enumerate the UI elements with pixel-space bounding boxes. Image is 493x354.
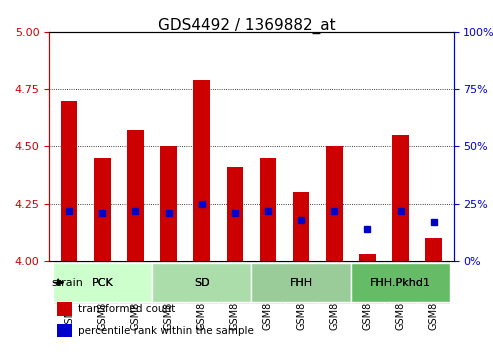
- Text: FHH: FHH: [289, 278, 313, 287]
- FancyBboxPatch shape: [351, 259, 384, 306]
- Bar: [61, 101, 77, 261]
- FancyBboxPatch shape: [251, 263, 351, 302]
- FancyBboxPatch shape: [152, 263, 251, 302]
- Bar: [392, 135, 409, 261]
- FancyBboxPatch shape: [86, 259, 119, 306]
- Text: FHH.Pkhd1: FHH.Pkhd1: [370, 278, 431, 287]
- Text: strain: strain: [51, 278, 83, 287]
- FancyBboxPatch shape: [284, 259, 317, 306]
- FancyBboxPatch shape: [119, 259, 152, 306]
- Bar: [293, 192, 310, 261]
- FancyBboxPatch shape: [317, 259, 351, 306]
- FancyBboxPatch shape: [417, 259, 450, 306]
- Text: GDS4492 / 1369882_at: GDS4492 / 1369882_at: [158, 18, 335, 34]
- FancyBboxPatch shape: [53, 263, 152, 302]
- Bar: [57, 302, 71, 316]
- Bar: [326, 147, 343, 261]
- FancyBboxPatch shape: [185, 259, 218, 306]
- Bar: [227, 167, 243, 261]
- Text: FHH: FHH: [289, 278, 313, 287]
- FancyBboxPatch shape: [384, 259, 417, 306]
- FancyBboxPatch shape: [351, 263, 450, 302]
- Bar: [127, 130, 144, 261]
- Text: SD: SD: [194, 278, 210, 287]
- Text: FHH.Pkhd1: FHH.Pkhd1: [370, 278, 431, 287]
- FancyBboxPatch shape: [152, 263, 251, 302]
- Bar: [193, 80, 210, 261]
- FancyBboxPatch shape: [152, 259, 185, 306]
- Text: PCK: PCK: [91, 278, 113, 287]
- FancyBboxPatch shape: [251, 259, 284, 306]
- Bar: [425, 238, 442, 261]
- Bar: [94, 158, 110, 261]
- Text: SD: SD: [194, 278, 210, 287]
- Text: PCK: PCK: [91, 278, 113, 287]
- FancyBboxPatch shape: [53, 263, 152, 302]
- FancyBboxPatch shape: [351, 263, 450, 302]
- Bar: [359, 254, 376, 261]
- Text: percentile rank within the sample: percentile rank within the sample: [77, 326, 253, 336]
- Bar: [160, 147, 177, 261]
- FancyBboxPatch shape: [251, 263, 351, 302]
- Text: transformed count: transformed count: [77, 304, 175, 314]
- FancyBboxPatch shape: [53, 259, 86, 306]
- Bar: [57, 324, 71, 337]
- Bar: [260, 158, 276, 261]
- FancyBboxPatch shape: [218, 259, 251, 306]
